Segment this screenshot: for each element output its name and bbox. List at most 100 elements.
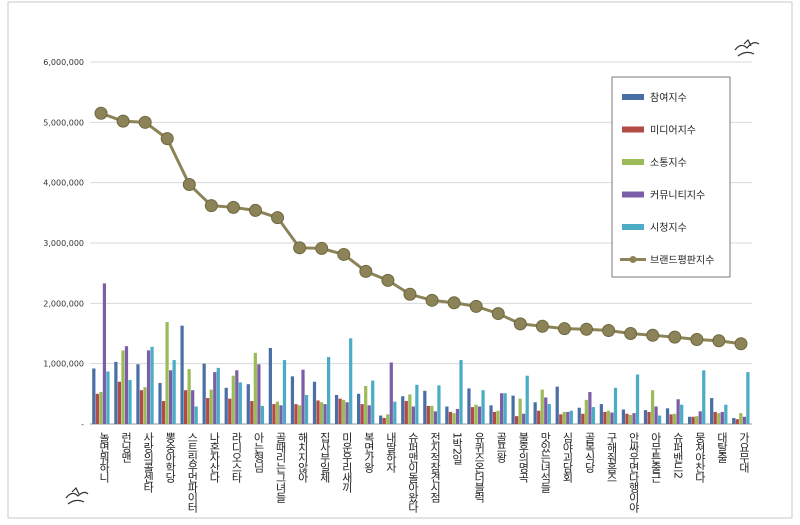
x-tick-label: 불후의명곡	[517, 432, 530, 483]
bar-소통지수	[628, 414, 633, 424]
bar-시청지수	[128, 379, 132, 424]
bar-미디어지수	[316, 400, 320, 424]
bar-참여지수	[158, 382, 162, 424]
line-point	[204, 199, 218, 213]
bar-미디어지수	[117, 381, 122, 424]
x-tick-label: 전지적참견시점	[429, 432, 442, 503]
bar-소통지수	[319, 402, 324, 424]
bar-시청지수	[680, 404, 684, 424]
bar-시청지수	[238, 382, 242, 424]
bar-시청지수	[481, 390, 485, 424]
legend-swatch	[622, 126, 644, 133]
bar-커뮤니티지수	[566, 411, 570, 424]
bar-커뮤니티지수	[367, 405, 371, 424]
bar-참여지수	[599, 404, 603, 424]
bar-미디어지수	[647, 411, 651, 424]
x-tick-label: 사랑의콜센타	[142, 432, 155, 493]
bar-미디어지수	[250, 401, 254, 424]
watermark-mark-top	[734, 38, 760, 57]
bar-미디어지수	[691, 416, 695, 424]
bar-소통지수	[408, 394, 412, 424]
legend-swatch	[622, 224, 644, 230]
x-tick-label: 구해줘홈즈	[605, 432, 618, 482]
bar-참여지수	[643, 410, 648, 424]
bar-참여지수	[467, 388, 471, 424]
bar-미디어지수	[382, 417, 386, 424]
bar-커뮤니티지수	[257, 364, 261, 424]
bar-소통지수	[739, 413, 743, 424]
x-tick-label: 복면가왕	[362, 432, 375, 473]
bar-시청지수	[613, 387, 618, 424]
bar-미디어지수	[669, 414, 673, 424]
bar-소통지수	[165, 322, 169, 424]
x-tick-label: 미운우리새끼	[340, 432, 353, 493]
bar-커뮤니티지수	[632, 413, 636, 424]
bar-시청지수	[437, 385, 441, 424]
line-point	[491, 307, 505, 321]
bar-소통지수	[143, 387, 147, 424]
line-point	[138, 115, 152, 129]
bar-소통지수	[231, 375, 235, 424]
bar-참여지수	[511, 395, 515, 424]
line-point	[668, 330, 682, 344]
bar-소통지수	[121, 350, 125, 424]
bar-커뮤니티지수	[698, 411, 702, 424]
bar-시청지수	[657, 415, 662, 424]
bar-참여지수	[114, 361, 118, 424]
x-tick-label: 아는형님	[252, 432, 265, 473]
bar-시청지수	[591, 407, 596, 424]
x-tick-label: 맛있는녀석들	[539, 432, 552, 493]
bar-시청지수	[326, 357, 331, 424]
x-tick-label: 대탈출	[715, 432, 728, 463]
bar-소통지수	[99, 392, 103, 424]
bar-미디어지수	[360, 404, 364, 424]
bar-시청지수	[216, 367, 220, 424]
legend-label: 미디어지수	[650, 125, 696, 137]
bar-커뮤니티지수	[477, 406, 482, 424]
bar-소통지수	[187, 369, 191, 424]
legend-label: 커뮤니티지수	[650, 190, 705, 202]
line-point	[602, 323, 616, 337]
legend-label: 브랜드평판지수	[650, 255, 714, 267]
line-point	[646, 328, 660, 342]
bar-참여지수	[357, 393, 361, 424]
legend-label: 참여지수	[650, 92, 687, 104]
bar-커뮤니티지수	[389, 362, 393, 424]
x-tick-label: 런닝맨	[120, 432, 133, 463]
bar-시청지수	[304, 395, 309, 424]
bar-시청지수	[106, 371, 110, 424]
bar-커뮤니티지수	[168, 370, 173, 424]
bar-커뮤니티지수	[742, 416, 746, 424]
bar-참여지수	[445, 406, 449, 424]
bar-시청지수	[459, 360, 463, 424]
bar-미디어지수	[228, 398, 232, 424]
line-point	[557, 322, 571, 336]
bar-시청지수	[371, 380, 375, 424]
bar-커뮤니티지수	[455, 408, 460, 424]
bar-미디어지수	[95, 393, 99, 424]
line-point	[249, 203, 262, 217]
bar-소통지수	[562, 411, 566, 424]
line-point	[94, 106, 108, 120]
bar-시청지수	[393, 401, 397, 424]
y-tick-label: 5,000,000	[43, 118, 84, 127]
x-tick-label: 해치지않아	[296, 431, 309, 484]
bar-소통지수	[364, 385, 368, 424]
bar-미디어지수	[294, 404, 298, 424]
x-tick-label: 집사부일체	[318, 432, 331, 483]
bar-참여지수	[577, 407, 581, 424]
bar-커뮤니티지수	[433, 411, 438, 424]
line-point	[182, 177, 196, 191]
bar-미디어지수	[603, 411, 607, 424]
bar-커뮤니티지수	[279, 405, 283, 424]
bar-참여지수	[489, 405, 493, 424]
line-point	[513, 317, 527, 331]
bar-미디어지수	[492, 411, 497, 424]
x-tick-label: 나혼자산다	[208, 432, 221, 483]
y-tick-label: -	[81, 420, 84, 429]
bar-커뮤니티지수	[345, 402, 349, 424]
bar-미디어지수	[713, 411, 717, 424]
bar-미디어지수	[625, 413, 629, 424]
